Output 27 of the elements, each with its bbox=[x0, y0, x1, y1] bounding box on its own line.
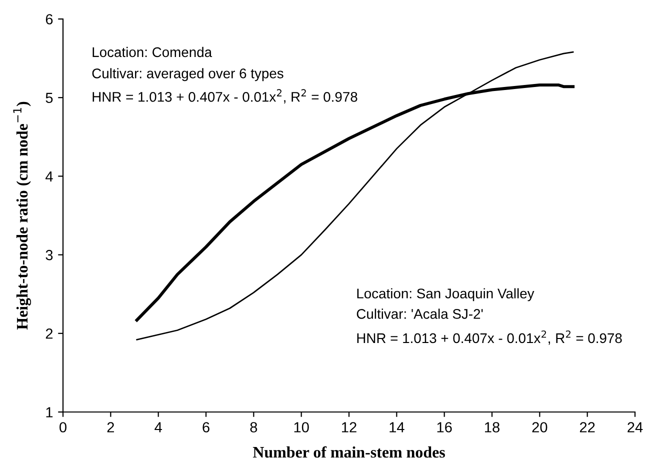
x-tick-label: 20 bbox=[532, 422, 548, 432]
x-tick-label: 18 bbox=[485, 422, 500, 432]
x-tick-label: 4 bbox=[154, 422, 162, 432]
y-tick-label: 5 bbox=[46, 92, 53, 104]
x-tick-label: 16 bbox=[437, 422, 452, 432]
x-tick-label: 8 bbox=[250, 422, 258, 432]
annotation: HNR = 1.013 + 0.407x - 0.01x$^{2}$, R$^{2}$ = 0.978 bbox=[357, 330, 622, 345]
annotation: HNR = 1.013 + 0.407x - 0.01x$^{2}$, R$^{2}$ = 0.978 bbox=[92, 89, 358, 104]
y-tick-label: 3 bbox=[46, 250, 53, 260]
x-tick-label: 10 bbox=[294, 422, 309, 432]
x-axis-title: Number of main-stem nodes bbox=[252, 446, 445, 458]
x-tick-label: 22 bbox=[580, 422, 595, 432]
annotation: Cultivar: averaged over 6 types bbox=[92, 68, 284, 82]
x-tick-label: 24 bbox=[628, 422, 643, 432]
annotation: Cultivar: 'Acala SJ-2' bbox=[356, 308, 483, 319]
y-tick-label: 2 bbox=[46, 328, 53, 339]
y-axis-title: Height-to-node ratio (cm node$^{−1}$) bbox=[13, 102, 32, 330]
x-tick-label: 14 bbox=[390, 422, 404, 432]
annotation: Location: Comenda bbox=[92, 46, 212, 58]
y-tick-label: 6 bbox=[46, 14, 53, 24]
annotation: Location: San Joaquin Valley bbox=[357, 288, 534, 302]
x-tick-label: 2 bbox=[107, 422, 114, 432]
x-tick-label: 6 bbox=[202, 422, 210, 432]
x-tick-label: 0 bbox=[60, 422, 66, 432]
x-tick-label: 12 bbox=[342, 422, 356, 432]
y-tick-label: 1 bbox=[46, 407, 53, 418]
y-tick-label: 4 bbox=[46, 171, 53, 182]
